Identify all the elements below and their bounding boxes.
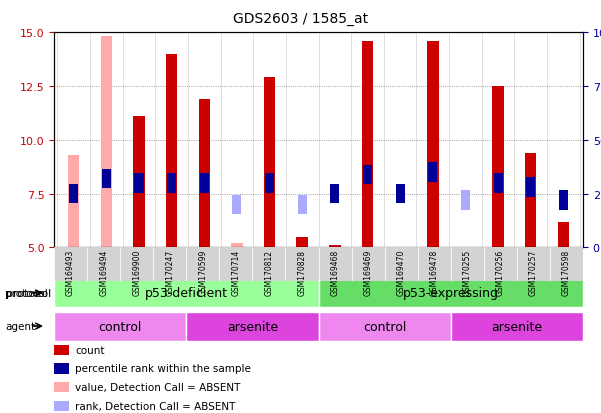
FancyBboxPatch shape <box>550 248 583 281</box>
FancyBboxPatch shape <box>186 312 319 341</box>
FancyBboxPatch shape <box>319 279 583 308</box>
FancyBboxPatch shape <box>493 174 502 193</box>
Text: percentile rank within the sample: percentile rank within the sample <box>75 363 251 373</box>
FancyBboxPatch shape <box>200 174 209 193</box>
Bar <box>166 55 177 248</box>
FancyBboxPatch shape <box>319 248 352 281</box>
FancyBboxPatch shape <box>265 174 274 193</box>
FancyBboxPatch shape <box>219 248 252 281</box>
Bar <box>198 100 210 248</box>
Bar <box>558 222 569 248</box>
Text: GSM170812: GSM170812 <box>264 249 273 295</box>
FancyBboxPatch shape <box>297 195 307 214</box>
Text: GSM169494: GSM169494 <box>99 249 108 296</box>
Text: GSM169469: GSM169469 <box>364 249 373 296</box>
FancyBboxPatch shape <box>87 248 120 281</box>
Text: protocol: protocol <box>6 288 51 298</box>
Text: count: count <box>75 345 105 355</box>
Text: p53-expressing: p53-expressing <box>403 287 499 300</box>
FancyBboxPatch shape <box>186 248 219 281</box>
FancyBboxPatch shape <box>526 178 535 197</box>
FancyBboxPatch shape <box>385 248 418 281</box>
Text: GSM169900: GSM169900 <box>132 249 141 296</box>
Bar <box>329 246 341 248</box>
Text: arsenite: arsenite <box>227 320 278 333</box>
FancyBboxPatch shape <box>167 174 176 193</box>
Text: GSM170714: GSM170714 <box>231 249 240 296</box>
FancyBboxPatch shape <box>233 195 242 214</box>
Text: protocol: protocol <box>5 288 48 298</box>
FancyBboxPatch shape <box>252 248 285 281</box>
Text: arsenite: arsenite <box>491 320 543 333</box>
Text: agent: agent <box>5 321 35 331</box>
Text: GSM170257: GSM170257 <box>529 249 538 296</box>
Text: GSM169493: GSM169493 <box>66 249 75 296</box>
Bar <box>362 42 373 248</box>
FancyBboxPatch shape <box>517 248 550 281</box>
FancyBboxPatch shape <box>429 163 438 182</box>
FancyBboxPatch shape <box>451 312 583 341</box>
FancyBboxPatch shape <box>418 248 451 281</box>
Text: GSM170828: GSM170828 <box>297 249 307 295</box>
FancyBboxPatch shape <box>451 248 484 281</box>
FancyBboxPatch shape <box>484 248 517 281</box>
FancyBboxPatch shape <box>331 185 340 204</box>
FancyBboxPatch shape <box>102 169 111 189</box>
FancyBboxPatch shape <box>395 185 404 204</box>
FancyBboxPatch shape <box>54 248 87 281</box>
Bar <box>68 155 79 248</box>
Text: control: control <box>99 320 142 333</box>
FancyBboxPatch shape <box>559 191 568 210</box>
Bar <box>231 244 243 248</box>
Text: p53-deficient: p53-deficient <box>145 287 228 300</box>
Bar <box>264 78 275 248</box>
Text: GSM170599: GSM170599 <box>198 249 207 296</box>
FancyBboxPatch shape <box>135 174 144 193</box>
Text: GDS2603 / 1585_at: GDS2603 / 1585_at <box>233 12 368 26</box>
Bar <box>427 42 439 248</box>
FancyBboxPatch shape <box>120 248 153 281</box>
Text: GSM170247: GSM170247 <box>165 249 174 296</box>
FancyBboxPatch shape <box>352 248 385 281</box>
Bar <box>525 153 537 248</box>
FancyBboxPatch shape <box>54 279 319 308</box>
FancyBboxPatch shape <box>461 191 470 210</box>
FancyBboxPatch shape <box>69 185 78 204</box>
FancyBboxPatch shape <box>319 312 451 341</box>
Bar <box>100 37 112 248</box>
FancyBboxPatch shape <box>153 248 186 281</box>
Text: control: control <box>363 320 406 333</box>
Text: GSM170256: GSM170256 <box>496 249 505 296</box>
Bar <box>133 117 145 248</box>
Text: GSM169470: GSM169470 <box>397 249 406 296</box>
Text: GSM169478: GSM169478 <box>430 249 439 296</box>
Text: GSM170598: GSM170598 <box>562 249 571 296</box>
Bar <box>492 87 504 248</box>
FancyBboxPatch shape <box>285 248 319 281</box>
Text: rank, Detection Call = ABSENT: rank, Detection Call = ABSENT <box>75 401 236 411</box>
Text: GSM169468: GSM169468 <box>331 249 340 296</box>
Bar <box>296 237 308 248</box>
FancyBboxPatch shape <box>363 165 372 185</box>
FancyBboxPatch shape <box>54 312 186 341</box>
Text: GSM170255: GSM170255 <box>463 249 472 296</box>
Text: value, Detection Call = ABSENT: value, Detection Call = ABSENT <box>75 382 240 392</box>
